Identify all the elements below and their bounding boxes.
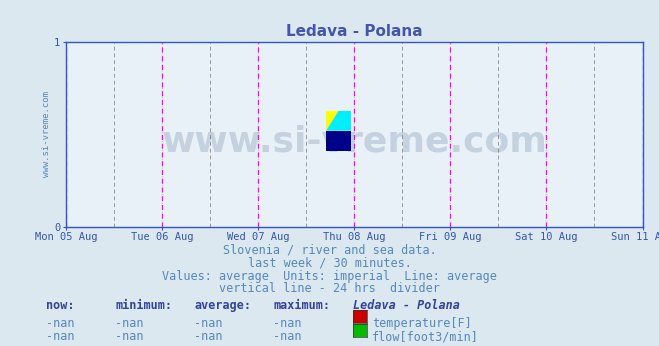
Text: -nan: -nan: [115, 330, 144, 344]
Polygon shape: [326, 111, 339, 131]
Text: Ledava - Polana: Ledava - Polana: [353, 299, 459, 312]
Text: last week / 30 minutes.: last week / 30 minutes.: [248, 257, 411, 270]
Text: www.si-vreme.com: www.si-vreme.com: [161, 125, 547, 158]
Text: flow[foot3/min]: flow[foot3/min]: [372, 330, 479, 344]
Text: -nan: -nan: [115, 317, 144, 330]
Polygon shape: [326, 131, 351, 151]
Text: vertical line - 24 hrs  divider: vertical line - 24 hrs divider: [219, 282, 440, 295]
Text: -nan: -nan: [46, 317, 74, 330]
Text: -nan: -nan: [273, 330, 302, 344]
Text: Slovenia / river and sea data.: Slovenia / river and sea data.: [223, 244, 436, 257]
Text: -nan: -nan: [194, 317, 223, 330]
Text: now:: now:: [46, 299, 74, 312]
Text: minimum:: minimum:: [115, 299, 172, 312]
Polygon shape: [326, 111, 351, 131]
Title: Ledava - Polana: Ledava - Polana: [286, 24, 422, 39]
Text: -nan: -nan: [46, 330, 74, 344]
Text: temperature[F]: temperature[F]: [372, 317, 472, 330]
Text: -nan: -nan: [194, 330, 223, 344]
Text: maximum:: maximum:: [273, 299, 330, 312]
Text: Values: average  Units: imperial  Line: average: Values: average Units: imperial Line: av…: [162, 270, 497, 283]
Text: average:: average:: [194, 299, 251, 312]
Y-axis label: www.si-vreme.com: www.si-vreme.com: [42, 91, 51, 177]
Text: -nan: -nan: [273, 317, 302, 330]
